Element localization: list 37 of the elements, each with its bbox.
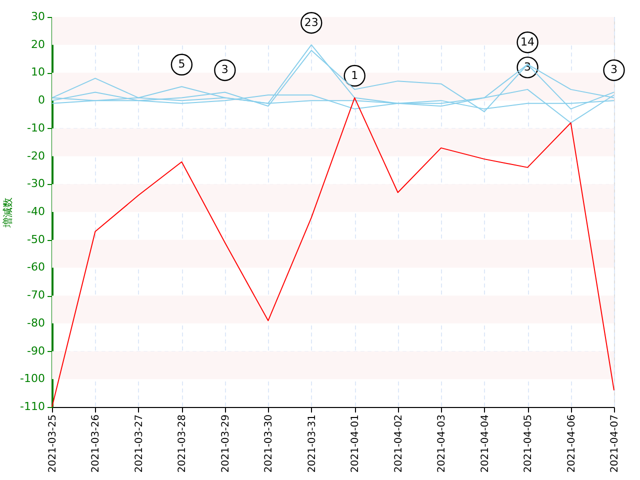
annotation: 14 xyxy=(520,35,535,48)
x-tick-label: 2021-03-26 xyxy=(90,414,102,473)
y-tick-label: 20 xyxy=(31,38,45,51)
x-tick-label: 2021-04-06 xyxy=(566,414,578,473)
y-tick-label: -10 xyxy=(27,121,45,134)
x-tick-label: 2021-04-02 xyxy=(393,414,404,473)
x-tick-label: 2021-03-25 xyxy=(48,414,58,473)
annotation: 1 xyxy=(351,68,358,82)
y-axis-title: 増減数 xyxy=(2,198,14,228)
x-tick-label: 2021-04-05 xyxy=(523,414,534,473)
annotation: 23 xyxy=(304,16,318,29)
y-tick-label: -20 xyxy=(27,149,45,162)
x-tick-label: 2021-03-28 xyxy=(177,414,188,473)
y-tick-label: -100 xyxy=(20,372,45,386)
annotation: 5 xyxy=(178,58,186,71)
x-tick-label: 2021-04-01 xyxy=(350,414,362,473)
x-tick-label: 2021-03-27 xyxy=(134,414,145,473)
y-tick-label: 30 xyxy=(31,10,45,23)
x-tick-label: 2021-03-29 xyxy=(220,414,232,473)
annotation: 3 xyxy=(524,60,532,74)
x-tick-label: 2021-03-30 xyxy=(264,414,275,473)
x-tick-label: 2021-03-31 xyxy=(306,414,318,473)
annotation: 3 xyxy=(610,63,618,76)
y-tick-label: -110 xyxy=(20,400,45,413)
y-tick-label: 0 xyxy=(38,94,45,107)
x-tick-label: 2021-04-03 xyxy=(436,414,448,473)
y-tick-label: -40 xyxy=(27,205,45,218)
x-tick-label: 2021-04-07 xyxy=(610,414,620,473)
y-tick-label: -30 xyxy=(27,177,45,190)
y-tick-label: -90 xyxy=(27,344,45,358)
y-tick-label: -60 xyxy=(27,260,45,274)
y-tick-label: -50 xyxy=(27,232,45,246)
y-tick-label: -80 xyxy=(27,316,45,330)
x-tick-label: 2021-04-04 xyxy=(480,414,491,473)
annotation: 3 xyxy=(221,63,228,76)
y-tick-label: 10 xyxy=(31,66,45,79)
y-tick-label: -70 xyxy=(27,288,45,302)
